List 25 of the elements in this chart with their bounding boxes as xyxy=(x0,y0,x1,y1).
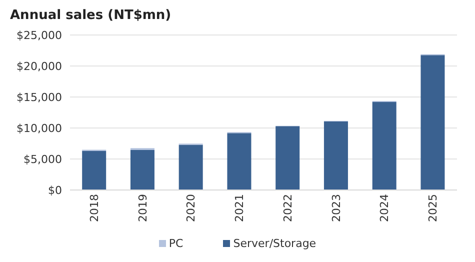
x-tick-label: 2025 xyxy=(426,194,440,222)
x-tick-label: 2019 xyxy=(136,194,150,222)
x-tick-label: 2022 xyxy=(281,194,294,222)
bar xyxy=(82,150,106,190)
bar xyxy=(276,126,300,190)
bar xyxy=(130,150,154,190)
legend-label: PC xyxy=(168,237,184,250)
y-tick-label: $15,000 xyxy=(16,90,62,104)
x-tick-label: 2020 xyxy=(184,194,198,222)
x-tick-label: 2021 xyxy=(233,194,246,222)
bar xyxy=(178,144,203,190)
x-tick-label: 2024 xyxy=(378,194,392,222)
legend-label: Server/Storage xyxy=(233,237,316,250)
x-tick-label: 2018 xyxy=(88,194,101,222)
y-tick-label: $5,000 xyxy=(24,152,62,166)
y-tick-label: $0 xyxy=(48,184,62,197)
y-tick-label: $25,000 xyxy=(16,28,62,42)
y-tick-label: $10,000 xyxy=(16,122,62,135)
bar xyxy=(324,121,348,190)
bar xyxy=(420,55,445,190)
x-tick-label: 2023 xyxy=(330,194,343,222)
bar xyxy=(372,102,396,190)
y-tick-label: $20,000 xyxy=(16,60,62,73)
bar xyxy=(227,133,252,190)
chart-title: Annual sales (NT$mn) xyxy=(10,8,172,23)
